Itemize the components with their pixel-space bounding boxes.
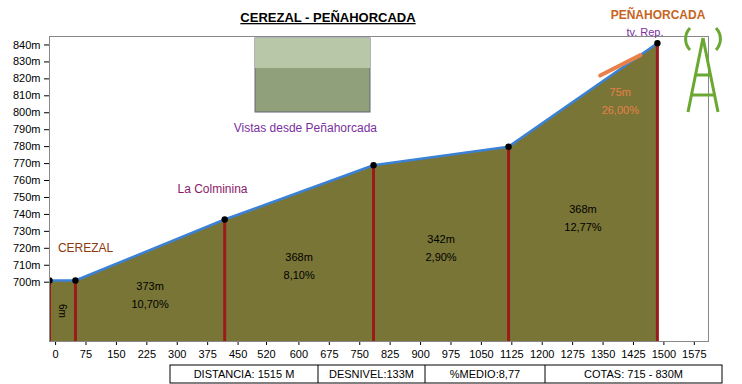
svg-text:CEREZAL - PEÑAHORCADA: CEREZAL - PEÑAHORCADA (240, 10, 416, 25)
svg-text:75m: 75m (610, 86, 631, 98)
svg-text:10,70%: 10,70% (131, 298, 169, 310)
svg-text:1575: 1575 (682, 348, 706, 360)
svg-text:830m: 830m (13, 55, 41, 67)
svg-text:770m: 770m (13, 157, 41, 169)
svg-text:368m: 368m (569, 203, 597, 215)
svg-text:373m: 373m (136, 280, 164, 292)
svg-text:2,90%: 2,90% (425, 251, 456, 263)
svg-text:520: 520 (257, 348, 275, 360)
svg-text:750m: 750m (13, 191, 41, 203)
svg-text:tv. Rep.: tv. Rep. (626, 26, 663, 38)
svg-text:1500: 1500 (652, 348, 676, 360)
svg-text:675: 675 (320, 348, 338, 360)
svg-text:375: 375 (198, 348, 216, 360)
svg-text:710m: 710m (13, 259, 41, 271)
svg-text:1050: 1050 (469, 348, 493, 360)
svg-text:600: 600 (290, 348, 308, 360)
svg-text:6m: 6m (57, 304, 68, 318)
svg-text:825: 825 (381, 348, 399, 360)
svg-text:La Colminina: La Colminina (178, 182, 248, 196)
svg-text:12,77%: 12,77% (564, 221, 602, 233)
svg-text:1425: 1425 (621, 348, 645, 360)
svg-text:1275: 1275 (560, 348, 584, 360)
svg-text:780m: 780m (13, 140, 41, 152)
svg-text:368m: 368m (285, 251, 313, 263)
svg-text:760m: 760m (13, 174, 41, 186)
svg-text:790m: 790m (13, 123, 41, 135)
svg-text:450: 450 (229, 348, 247, 360)
svg-text:750: 750 (351, 348, 369, 360)
svg-text:26,00%: 26,00% (602, 104, 640, 116)
svg-text:720m: 720m (13, 242, 41, 254)
svg-text:150: 150 (107, 348, 125, 360)
svg-text:PEÑAHORCADA: PEÑAHORCADA (611, 7, 706, 22)
svg-text:840m: 840m (13, 38, 41, 50)
svg-text:75: 75 (80, 348, 92, 360)
svg-text:CEREZAL: CEREZAL (58, 241, 114, 255)
svg-text:1350: 1350 (591, 348, 615, 360)
svg-text:1125: 1125 (500, 348, 524, 360)
svg-text:Vistas desde Peñahorcada: Vistas desde Peñahorcada (234, 121, 378, 135)
svg-text:DESNIVEL:133M: DESNIVEL:133M (329, 368, 414, 380)
svg-text:%MEDIO:8,77: %MEDIO:8,77 (450, 368, 520, 380)
svg-text:DISTANCIA: 1515 M: DISTANCIA: 1515 M (194, 368, 295, 380)
svg-text:700m: 700m (13, 276, 41, 288)
svg-text:820m: 820m (13, 72, 41, 84)
svg-text:810m: 810m (13, 89, 41, 101)
svg-text:1200: 1200 (530, 348, 554, 360)
svg-text:COTAS: 715 - 830M: COTAS: 715 - 830M (584, 368, 683, 380)
svg-text:900: 900 (411, 348, 429, 360)
svg-text:0: 0 (53, 348, 59, 360)
svg-text:740m: 740m (13, 208, 41, 220)
svg-text:8,10%: 8,10% (284, 269, 315, 281)
svg-text:975: 975 (442, 348, 460, 360)
svg-text:225: 225 (138, 348, 156, 360)
svg-text:800m: 800m (13, 106, 41, 118)
svg-text:730m: 730m (13, 225, 41, 237)
svg-text:342m: 342m (427, 233, 455, 245)
svg-text:300: 300 (168, 348, 186, 360)
